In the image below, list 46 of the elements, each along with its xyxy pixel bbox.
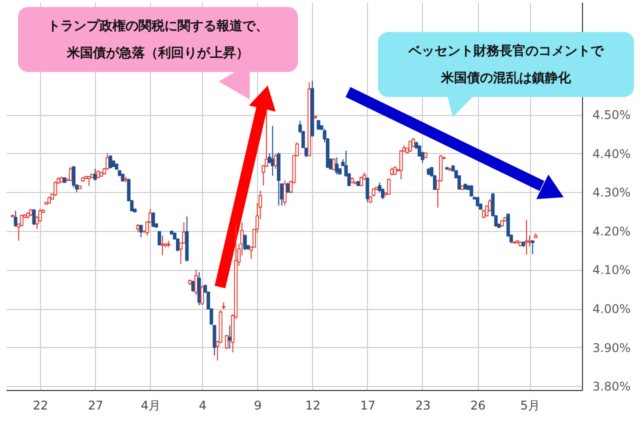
candlestick <box>158 230 162 246</box>
candlestick <box>457 174 461 190</box>
y-tick-label: 4.10% <box>592 263 631 278</box>
candlestick <box>360 176 364 187</box>
candlestick <box>316 119 320 131</box>
candlestick <box>366 176 370 203</box>
candlestick <box>14 210 18 228</box>
x-tick-label: 4 <box>198 398 207 412</box>
y-tick-label: 4.30% <box>592 186 631 200</box>
x-tick-label: 5月 <box>520 398 540 412</box>
x-tick-label: 12 <box>305 398 320 412</box>
candlestick <box>335 156 339 176</box>
candlestick <box>93 168 97 181</box>
candlestick <box>228 325 232 349</box>
x-tick-label: 17 <box>360 398 376 412</box>
y-tick-label: 4.40% <box>592 146 631 161</box>
candlestick <box>106 152 110 170</box>
y-tick-label: 3.80% <box>592 380 631 394</box>
y-tick-label: 4.00% <box>592 302 631 316</box>
candlestick <box>32 208 36 226</box>
x-tick-label: 9 <box>254 398 262 412</box>
candlestick <box>528 235 532 247</box>
candlestick <box>524 219 528 256</box>
candlestick <box>530 240 534 255</box>
x-tick-label: 27 <box>88 398 104 412</box>
x-tick-label: 4月 <box>140 398 161 412</box>
candlestick <box>200 284 204 306</box>
candlestick <box>387 178 391 196</box>
y-tick-label: 3.90% <box>592 340 631 355</box>
x-tick-label: 26 <box>470 398 486 412</box>
candlestick <box>160 235 164 256</box>
candlestick <box>470 184 474 197</box>
candlestick <box>224 334 228 350</box>
candlestick <box>20 214 24 227</box>
candlestick <box>332 158 336 171</box>
x-tick-label: 22 <box>32 398 48 412</box>
y-tick-label: 4.50% <box>592 108 631 122</box>
candlestick <box>152 212 156 228</box>
candlestick <box>72 165 76 188</box>
candlestick <box>418 144 422 157</box>
candlestick <box>283 180 287 206</box>
candlestick <box>54 180 58 196</box>
candlestick <box>139 224 143 238</box>
candlestick <box>243 234 247 251</box>
x-tick-label: 23 <box>415 398 431 412</box>
y-tick-label: 4.20% <box>592 224 631 238</box>
